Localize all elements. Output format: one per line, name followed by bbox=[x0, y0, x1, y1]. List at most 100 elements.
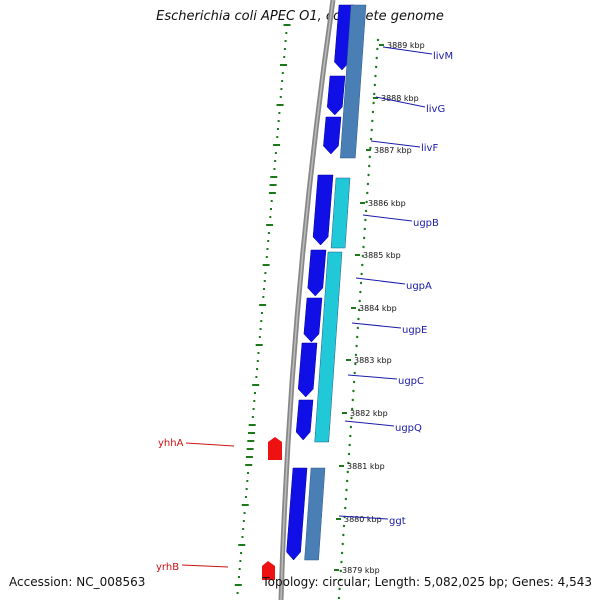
tick-dot bbox=[350, 416, 353, 420]
gene-label-ggt[interactable]: ggt bbox=[389, 516, 406, 527]
tick-dot bbox=[342, 533, 345, 537]
tick-dot bbox=[364, 209, 368, 213]
cds-arrow-red[interactable] bbox=[268, 437, 282, 460]
tick-dot bbox=[375, 56, 378, 60]
tick-dot bbox=[368, 155, 372, 159]
tick-dot bbox=[372, 101, 375, 105]
cds-arrow[interactable] bbox=[303, 297, 323, 343]
cds-arrow[interactable] bbox=[295, 399, 314, 441]
tick-dot bbox=[338, 587, 341, 591]
gene-leader-line bbox=[355, 277, 406, 285]
tick-dot bbox=[340, 551, 344, 555]
gene-label-ugpE[interactable]: ugpE bbox=[402, 325, 427, 336]
tick-dot bbox=[345, 488, 348, 492]
cds-arrow[interactable] bbox=[312, 174, 334, 246]
gene-leader-line bbox=[344, 420, 395, 427]
tick-dot bbox=[369, 146, 372, 150]
gene-label-yrhB[interactable]: yrhB bbox=[156, 562, 179, 573]
tick-dot bbox=[344, 506, 347, 510]
cds-arrow[interactable] bbox=[286, 467, 308, 561]
tick-dot bbox=[337, 596, 341, 600]
gene-label-ugpQ[interactable]: ugpQ bbox=[395, 423, 422, 434]
scale-label: 3885 kbp bbox=[363, 251, 401, 260]
gene-track-block[interactable] bbox=[330, 177, 351, 249]
tick-dot bbox=[371, 110, 375, 114]
cds-arrow-red[interactable] bbox=[262, 561, 275, 580]
scale-label: 3884 kbp bbox=[359, 304, 397, 313]
feature-track bbox=[262, 4, 367, 580]
gene-label-ugpA[interactable]: ugpA bbox=[406, 281, 432, 292]
tick-dot bbox=[339, 578, 342, 582]
tick-dot bbox=[356, 335, 359, 339]
tick-dot bbox=[373, 92, 376, 96]
tick-dot bbox=[362, 245, 365, 249]
tick-dot bbox=[348, 443, 351, 447]
scale-label: 3888 kbp bbox=[381, 94, 419, 103]
tick-dot bbox=[359, 290, 362, 294]
tick-dot bbox=[353, 371, 356, 375]
tick-dot bbox=[344, 497, 348, 501]
gene-leader-line bbox=[370, 140, 421, 148]
gene-leader-line bbox=[185, 442, 235, 447]
tick-dot bbox=[360, 272, 363, 276]
tick-dot bbox=[371, 119, 374, 123]
gene-label-livF[interactable]: livF bbox=[421, 143, 438, 154]
tick-dot bbox=[361, 263, 364, 267]
scale-label: 3887 kbp bbox=[374, 146, 412, 155]
gc-content-track bbox=[234, 24, 291, 594]
cds-arrow[interactable] bbox=[327, 75, 346, 116]
gene-label-ugpB[interactable]: ugpB bbox=[413, 218, 439, 229]
scale-label: 3886 kbp bbox=[368, 199, 406, 208]
tick-dot bbox=[363, 227, 366, 231]
tick-dot bbox=[350, 407, 354, 411]
gene-track-block[interactable] bbox=[340, 4, 367, 159]
scale-label: 3880 kbp bbox=[344, 515, 382, 524]
tick-dot bbox=[370, 128, 373, 132]
gene-label-livG[interactable]: livG bbox=[426, 104, 445, 115]
tick-dot bbox=[355, 344, 358, 348]
scale-label: 3881 kbp bbox=[347, 462, 385, 471]
genome-backbone-highlight bbox=[280, 0, 334, 600]
gene-label-yhhA[interactable]: yhhA bbox=[158, 438, 184, 449]
tick-dot bbox=[357, 308, 361, 312]
scale-ticks bbox=[337, 38, 380, 600]
map-title: Escherichia coli APEC O1, complete genom… bbox=[156, 9, 444, 24]
tick-dot bbox=[347, 452, 351, 456]
tick-dot bbox=[342, 524, 346, 528]
cds-arrow[interactable] bbox=[297, 342, 318, 398]
gene-label-ugpC[interactable]: ugpC bbox=[398, 376, 424, 387]
tick-dot bbox=[341, 542, 344, 546]
tick-dot bbox=[347, 461, 350, 465]
tick-dot bbox=[358, 299, 361, 303]
tick-dot bbox=[369, 137, 373, 141]
tick-dot bbox=[354, 362, 357, 366]
tick-dot bbox=[340, 560, 343, 564]
tick-dot bbox=[349, 434, 352, 438]
gene-leader-line bbox=[351, 322, 402, 329]
accession-label: Accession: NC_008563 bbox=[9, 575, 146, 589]
tick-dot bbox=[356, 326, 360, 330]
tick-dot bbox=[362, 236, 366, 240]
tick-dot bbox=[373, 83, 377, 87]
tick-dot bbox=[357, 317, 360, 321]
scale-label: 3889 kbp bbox=[387, 41, 425, 50]
gene-leader-line bbox=[338, 515, 389, 520]
tick-dot bbox=[351, 398, 354, 402]
gene-leader-line bbox=[362, 214, 413, 222]
gene-leader-line bbox=[347, 374, 398, 380]
tick-dot bbox=[361, 254, 365, 258]
scale-label: 3882 kbp bbox=[350, 409, 388, 418]
gene-leader-line bbox=[375, 96, 426, 108]
tick-dot bbox=[346, 470, 349, 474]
tick-dot bbox=[367, 164, 371, 168]
gene-label-livM[interactable]: livM bbox=[433, 51, 453, 62]
cds-arrow[interactable] bbox=[323, 116, 342, 155]
cds-arrow[interactable] bbox=[307, 249, 327, 297]
gene-track-block[interactable] bbox=[304, 467, 326, 561]
tick-dot bbox=[366, 182, 370, 186]
tick-dot bbox=[359, 281, 363, 285]
gene-track-block[interactable] bbox=[314, 251, 343, 443]
tick-dot bbox=[339, 569, 343, 573]
scale-label: 3883 kbp bbox=[354, 356, 392, 365]
